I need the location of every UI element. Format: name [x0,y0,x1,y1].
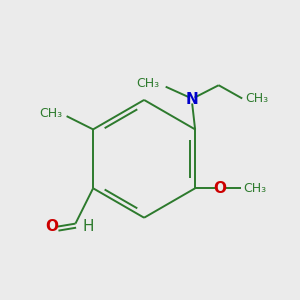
Text: CH₃: CH₃ [39,107,62,120]
Text: O: O [214,181,226,196]
Text: CH₃: CH₃ [137,77,160,90]
Text: CH₃: CH₃ [244,182,267,195]
Text: O: O [45,219,58,234]
Text: N: N [186,92,199,107]
Text: CH₃: CH₃ [245,92,268,105]
Text: H: H [83,219,94,234]
